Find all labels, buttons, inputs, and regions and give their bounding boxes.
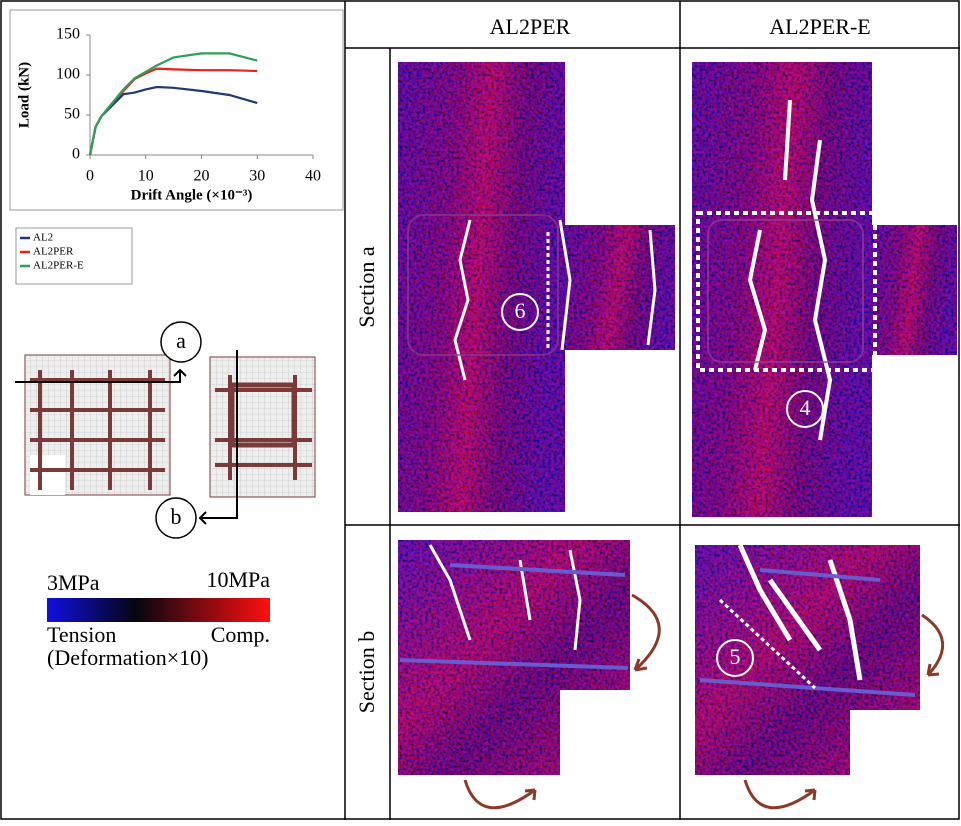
marker-label: 6 [515, 298, 526, 323]
x-tick-label: 0 [86, 168, 94, 185]
colorbar [47, 598, 270, 622]
colorbar-label: Comp. [211, 622, 270, 647]
marker-label: 5 [730, 644, 741, 669]
row-header: Section b [354, 631, 379, 714]
y-axis-title: Load (kN) [16, 62, 32, 128]
y-tick-label: 50 [64, 106, 80, 123]
colorbar-label: 10MPa [206, 567, 270, 592]
legend-label: AL2PER [33, 246, 74, 258]
figure: 0 50 100 150 0 10 20 30 40 Drift Angle (×10⁻³) Loa… [0, 0, 961, 821]
colorbar-label: Tension [47, 622, 116, 647]
column-header: AL2PER [490, 14, 571, 39]
colorbar-note: (Deformation×10) [47, 645, 208, 670]
simulation-image [398, 540, 630, 775]
y-tick-label: 100 [56, 66, 80, 83]
simulation-image [398, 62, 675, 512]
column-header: AL2PER-E [769, 14, 870, 39]
y-tick-label: 0 [72, 146, 80, 163]
x-tick-label: 20 [194, 168, 210, 185]
x-tick-label: 30 [249, 168, 265, 185]
simulation-image [692, 62, 957, 517]
y-tick-label: 150 [56, 26, 80, 43]
x-tick-label: 40 [305, 168, 321, 185]
legend-label: AL2 [33, 232, 53, 244]
section-label: b [171, 504, 182, 529]
x-tick-label: 10 [138, 168, 154, 185]
section-label: a [176, 328, 186, 353]
section-diagram [15, 322, 315, 538]
marker-label: 4 [800, 395, 811, 420]
row-header: Section a [354, 246, 379, 327]
x-axis-title: Drift Angle (×10⁻³) [131, 187, 253, 203]
legend-label: AL2PER-E [33, 260, 84, 272]
colorbar-label: 3MPa [47, 570, 100, 595]
